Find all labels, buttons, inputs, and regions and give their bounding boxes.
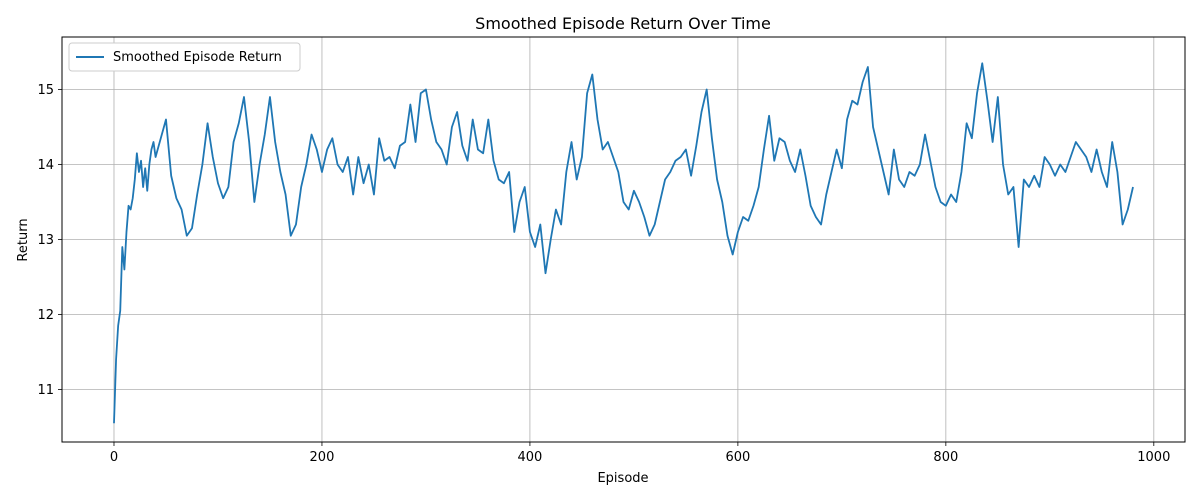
x-axis-label: Episode bbox=[597, 471, 648, 486]
x-tick-label: 0 bbox=[110, 450, 118, 465]
x-tick-label: 600 bbox=[725, 450, 750, 465]
legend-label: Smoothed Episode Return bbox=[113, 50, 282, 65]
legend-box bbox=[68, 42, 301, 72]
x-tick-label: 800 bbox=[933, 450, 958, 465]
y-tick-label: 15 bbox=[37, 83, 54, 98]
grid-layer bbox=[62, 37, 1185, 442]
legend: Smoothed Episode Return bbox=[68, 42, 301, 72]
y-tick-label: 13 bbox=[37, 233, 54, 248]
y-tick-label: 12 bbox=[37, 308, 54, 323]
chart-title: Smoothed Episode Return Over Time bbox=[475, 14, 771, 33]
y-tick-label: 11 bbox=[37, 383, 54, 398]
ticks-layer: 0 200 400 600 800 1000 11 12 13 14 15 bbox=[37, 83, 1170, 465]
data-layer bbox=[113, 62, 1134, 424]
x-tick-label: 1000 bbox=[1137, 450, 1170, 465]
y-tick-label: 14 bbox=[37, 158, 54, 173]
x-tick-label: 400 bbox=[518, 450, 543, 465]
x-tick-label: 200 bbox=[310, 450, 335, 465]
y-axis-label: Return bbox=[16, 218, 31, 261]
series-line-smoothed-episode-return bbox=[113, 62, 1134, 424]
